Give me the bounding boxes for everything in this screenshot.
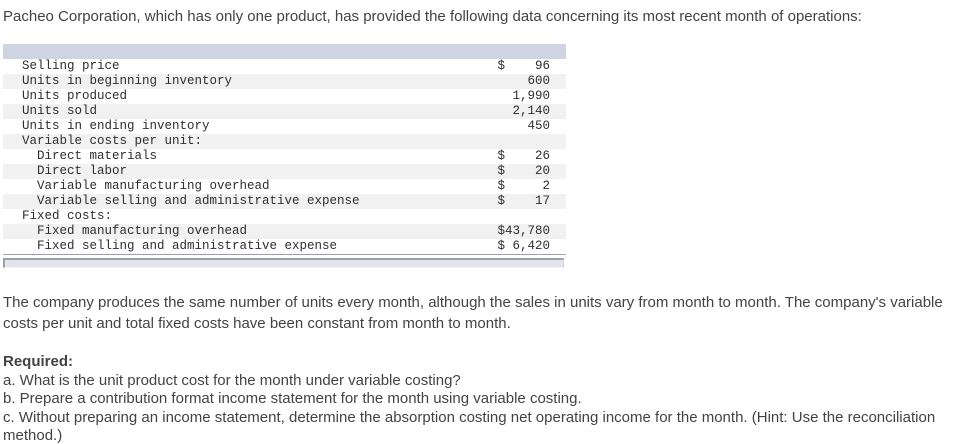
table-header-band xyxy=(3,44,566,59)
row-amount: $ 6,420 xyxy=(497,239,550,253)
operations-data-table: Selling price $ 96 Units in beginning inv… xyxy=(3,44,566,255)
row-amount: $43,780 xyxy=(497,224,550,238)
row-label: Variable manufacturing overhead xyxy=(7,179,270,193)
row-amount: $ 96 xyxy=(497,59,550,73)
table-row: Units in ending inventory 450 xyxy=(3,119,566,134)
table-row: Fixed manufacturing overhead $43,780 xyxy=(3,224,566,239)
row-label: Direct materials xyxy=(7,149,158,163)
table-row: Variable costs per unit: xyxy=(3,134,566,149)
company-note-text: The company produces the same number of … xyxy=(3,294,943,332)
row-label: Variable selling and administrative expe… xyxy=(7,194,360,208)
row-amount: 1,990 xyxy=(497,89,550,103)
row-label: Fixed selling and administrative expense xyxy=(7,239,338,253)
required-item-b: b. Prepare a contribution format income … xyxy=(3,390,582,407)
row-label: Units in ending inventory xyxy=(7,119,210,133)
intro-text: Pacheo Corporation, which has only one p… xyxy=(3,8,862,25)
table-row: Direct materials $ 26 xyxy=(3,149,566,164)
row-amount: 2,140 xyxy=(497,104,550,118)
table-row: Units sold 2,140 xyxy=(3,104,566,119)
table-row: Variable selling and administrative expe… xyxy=(3,194,566,209)
table-row: Direct labor $ 20 xyxy=(3,164,566,179)
table-body: Selling price $ 96 Units in beginning inv… xyxy=(3,59,566,254)
row-label: Fixed manufacturing overhead xyxy=(7,224,248,238)
horizontal-scrollbar[interactable] xyxy=(3,258,564,268)
row-amount: 600 xyxy=(497,74,550,88)
table-row: Units produced 1,990 xyxy=(3,89,566,104)
required-heading: Required: xyxy=(3,353,74,370)
row-label: Units in beginning inventory xyxy=(7,74,233,88)
row-amount: $ 26 xyxy=(497,149,550,163)
table-row: Fixed selling and administrative expense… xyxy=(3,239,566,254)
table-row: Selling price $ 96 xyxy=(3,59,566,74)
row-label: Direct labor xyxy=(7,164,128,178)
row-label: Selling price xyxy=(7,59,120,73)
row-label: Units produced xyxy=(7,89,128,103)
required-item-a: a. What is the unit product cost for the… xyxy=(3,371,461,389)
row-amount: $ 2 xyxy=(497,179,550,193)
row-label: Fixed costs: xyxy=(7,209,113,223)
row-amount: 450 xyxy=(497,119,550,133)
table-row: Variable manufacturing overhead $ 2 xyxy=(3,179,566,194)
required-item-c: c. Without preparing an income statement… xyxy=(3,408,936,444)
row-label: Variable costs per unit: xyxy=(7,134,203,148)
row-amount: $ 17 xyxy=(497,194,550,208)
row-amount: $ 20 xyxy=(497,164,550,178)
row-label: Units sold xyxy=(7,104,98,118)
table-row: Fixed costs: xyxy=(3,209,566,224)
table-row: Units in beginning inventory 600 xyxy=(3,74,566,89)
required-section: Required: a. What is the unit product co… xyxy=(3,353,943,444)
